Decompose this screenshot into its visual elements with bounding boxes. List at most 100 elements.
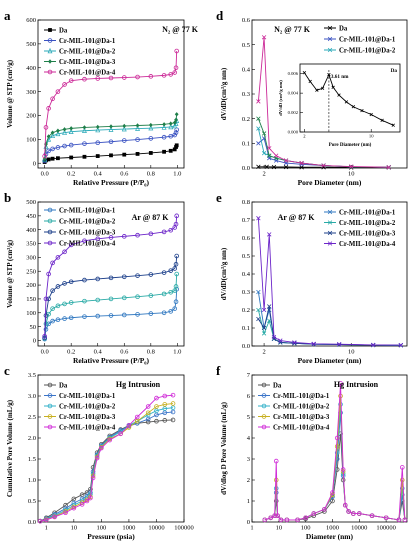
legend-marker — [327, 241, 333, 246]
chart-panel-e: 2 10 0.0 0.1 0.2 0.3 0.4 0.5 0.6 0.7 0.8 Pore Diame… — [216, 190, 408, 365]
legend-label: Da — [59, 382, 68, 389]
data-point — [99, 445, 104, 451]
data-point — [172, 120, 177, 125]
y-tick-label: 0.4 — [242, 271, 251, 278]
data-point — [170, 392, 176, 398]
series-da — [42, 143, 179, 164]
legend: Da Cr-MIL-101@Da-1 Cr-MIL-101@Da-2 Cr-MIL-1… — [258, 382, 330, 431]
data-point — [50, 130, 55, 135]
series-line — [39, 419, 174, 522]
data-point — [55, 145, 61, 150]
series-cr-mil-101-da-4 — [262, 381, 408, 523]
data-point — [145, 419, 151, 425]
legend-marker — [47, 403, 53, 409]
data-point — [272, 513, 277, 518]
data-point — [346, 509, 351, 514]
x-tick-label: 10 — [369, 134, 374, 139]
data-point — [134, 418, 140, 424]
data-point — [168, 133, 174, 139]
legend-marker — [47, 414, 53, 419]
data-point — [391, 123, 395, 127]
data-point — [88, 495, 93, 501]
series-cr-mil-101-da-4 — [42, 48, 180, 159]
data-point — [344, 100, 349, 104]
data-point — [108, 296, 114, 302]
y-tick-label: 0.6 — [242, 17, 251, 24]
inset-x-axis-label: Pore Diameter (nm) — [329, 143, 372, 148]
data-point — [168, 123, 174, 130]
data-point — [262, 517, 268, 523]
y-tick-label: 0.3 — [242, 91, 250, 98]
data-point — [302, 71, 307, 75]
y-tick-label: 400 — [26, 227, 36, 234]
data-point — [95, 140, 101, 145]
series-line — [257, 306, 401, 346]
data-point — [267, 304, 272, 309]
y-tick-label: 0.5 — [28, 498, 36, 505]
y-tick-label: 0.3 — [242, 289, 250, 296]
data-point — [69, 155, 74, 160]
panel-letter: a — [4, 8, 11, 23]
data-point — [68, 142, 74, 148]
data-point — [275, 513, 280, 518]
x-tick-label: 100 — [301, 525, 311, 532]
series-cr-mil-101-da-1 — [42, 286, 180, 342]
y-tick-label: 50 — [30, 324, 37, 331]
data-point — [122, 123, 127, 129]
data-point — [82, 154, 87, 159]
x-tick-label: 0.0 — [41, 349, 49, 356]
data-point — [264, 164, 269, 169]
data-point — [145, 410, 151, 416]
data-point — [172, 288, 178, 293]
data-point — [118, 431, 123, 437]
data-point — [135, 123, 140, 128]
data-point — [46, 106, 51, 111]
series-cr-mil-101-da-4 — [256, 216, 404, 348]
y-axis-label: Volume @ STP (cm³/g) — [6, 59, 14, 128]
data-point — [43, 296, 49, 302]
y-tick-label: 0.1 — [242, 325, 250, 332]
data-point — [162, 122, 166, 127]
data-point — [261, 331, 267, 336]
legend-marker — [327, 220, 333, 225]
x-tick-label: 100000 — [174, 525, 194, 532]
series-line — [44, 289, 178, 340]
legend-marker — [47, 240, 53, 246]
x-axis-label: Pore Diameter (nm) — [298, 178, 362, 187]
y-tick-label: 0.000 — [288, 130, 299, 135]
data-point — [42, 334, 47, 339]
data-point — [273, 153, 279, 158]
data-point — [148, 136, 154, 141]
data-point — [256, 141, 261, 146]
data-point — [154, 404, 159, 409]
data-point — [173, 130, 179, 135]
y-tick-label: 450 — [26, 213, 36, 220]
data-point — [173, 299, 179, 304]
legend-label: Cr-MIL-101@Da-4 — [59, 424, 116, 431]
y-tick-label: 0.8 — [242, 199, 250, 206]
data-point — [168, 268, 174, 273]
y-tick-label: 0 — [247, 519, 250, 526]
y-tick-label: 2.0 — [28, 435, 36, 442]
data-point — [52, 514, 57, 520]
data-point — [162, 418, 168, 423]
y-tick-label: 0.7 — [242, 217, 251, 224]
legend-label: Cr-MIL-101@Da-3 — [273, 414, 330, 421]
chart-panel-a: 0.0 0.2 0.4 0.6 0.8 1.0 0 100 200 300 400 500 600 Rel… — [4, 8, 199, 187]
data-point — [42, 153, 47, 159]
y-tick-label: 200 — [26, 113, 36, 120]
data-point — [173, 221, 179, 227]
data-point — [148, 272, 154, 277]
legend-marker — [327, 36, 333, 42]
data-point — [320, 86, 325, 90]
data-point — [357, 511, 362, 516]
y-tick-label: 0.1 — [242, 141, 250, 148]
x-tick-label: 1.0 — [173, 171, 181, 178]
series-line — [40, 403, 174, 522]
data-point — [161, 124, 167, 130]
data-point — [82, 76, 87, 82]
data-point — [50, 260, 55, 266]
data-point — [174, 143, 179, 148]
y-tick-label: 400 — [26, 65, 36, 72]
